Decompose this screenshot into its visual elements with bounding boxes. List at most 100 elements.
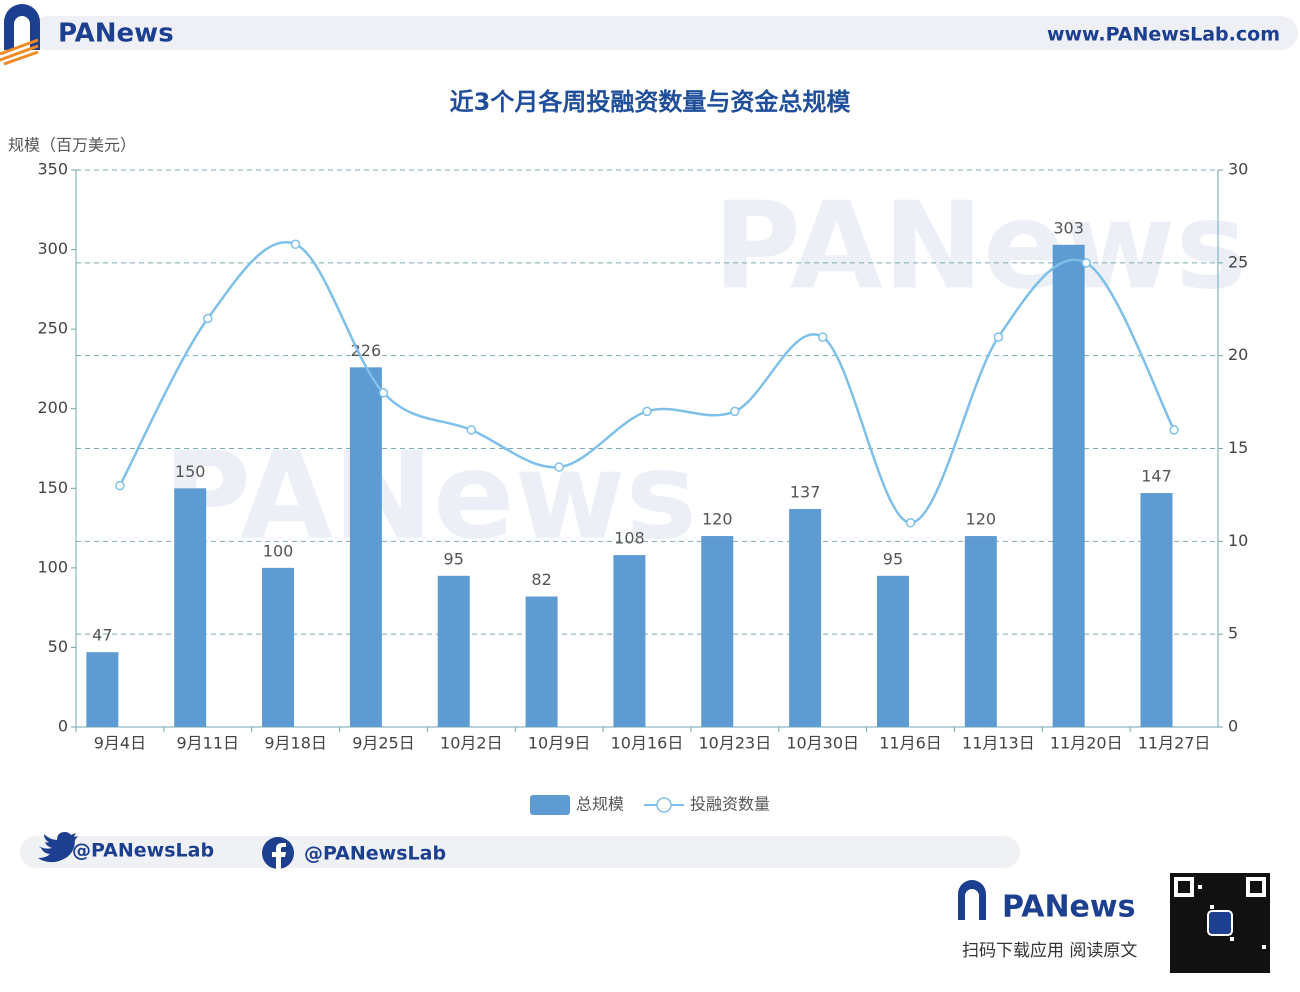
qr-cell	[1234, 877, 1238, 881]
qr-cell	[1218, 957, 1222, 961]
qr-cell	[1234, 885, 1238, 889]
qr-cell	[1202, 913, 1206, 917]
bar-label: 108	[614, 529, 645, 548]
qr-cell	[1250, 933, 1254, 937]
qr-cell	[1170, 933, 1174, 937]
qr-cell	[1266, 949, 1270, 953]
qr-cell	[1234, 905, 1238, 909]
qr-cell	[1202, 945, 1206, 949]
qr-cell	[1258, 965, 1262, 969]
qr-cell	[1202, 941, 1206, 945]
qr-cell	[1262, 873, 1266, 877]
qr-cell	[1242, 909, 1246, 913]
qr-cell	[1254, 941, 1258, 945]
qr-cell	[1206, 953, 1210, 957]
qr-cell	[1206, 893, 1210, 897]
qr-cell	[1222, 961, 1226, 965]
qr-cell	[1198, 901, 1202, 905]
qr-cell	[1214, 901, 1218, 905]
qr-cell	[1186, 905, 1190, 909]
qr-cell	[1178, 873, 1182, 877]
qr-cell	[1258, 933, 1262, 937]
y2-tick-label: 0	[1228, 717, 1238, 736]
qr-cell	[1170, 937, 1174, 941]
y2-tick-label: 5	[1228, 624, 1238, 643]
line-point	[203, 313, 213, 324]
qr-cell	[1178, 937, 1182, 941]
qr-cell	[1182, 953, 1186, 957]
qr-cell	[1246, 921, 1250, 925]
qr-cell	[1198, 933, 1202, 937]
qr-cell	[1222, 957, 1226, 961]
qr-cell	[1202, 957, 1206, 961]
plot: 0 50 100 150 200 250 300 350 0 5 10 15 20 25 30 9月4日 9月1…	[37, 160, 1248, 815]
qr-cell	[1242, 893, 1246, 897]
qr-cell	[1266, 877, 1270, 881]
qr-cell	[1198, 913, 1202, 917]
qr-cell	[1238, 925, 1242, 929]
watermark: PANews	[163, 428, 697, 567]
qr-cell	[1246, 965, 1250, 969]
qr-cell	[1174, 961, 1178, 965]
qr-cell	[1190, 921, 1194, 925]
qr-cell	[1206, 877, 1210, 881]
qr-cell	[1198, 961, 1202, 965]
qr-cell	[1198, 929, 1202, 933]
qr-cell	[1202, 969, 1206, 973]
qr-cell	[1202, 893, 1206, 897]
y-tick-label: 300	[37, 239, 68, 258]
qr-cell	[1210, 957, 1214, 961]
qr-cell	[1186, 929, 1190, 933]
qr-cell	[1194, 889, 1198, 893]
qr-cell	[1202, 873, 1206, 877]
qr-cell	[1258, 921, 1262, 925]
qr-cell	[1266, 893, 1270, 897]
qr-cell	[1186, 969, 1190, 973]
qr-cell	[1174, 921, 1178, 925]
qr-cell	[1174, 933, 1178, 937]
qr-cell	[1254, 881, 1258, 885]
qr-cell	[1230, 905, 1234, 909]
qr-cell	[1266, 937, 1270, 941]
qr-cell	[1230, 945, 1234, 949]
qr-cell	[1234, 873, 1238, 877]
qr-cell	[1266, 961, 1270, 965]
logo-stripes	[0, 38, 39, 66]
qr-cell	[1226, 901, 1230, 905]
y2-tick-label: 15	[1228, 438, 1248, 457]
qr-cell	[1174, 941, 1178, 945]
qr-cell	[1170, 909, 1174, 913]
qr-cell	[1190, 937, 1194, 941]
qr-cell	[1170, 925, 1174, 929]
line-point	[993, 332, 1004, 342]
qr-cell	[1234, 961, 1238, 965]
x-tick-label: 10月9日	[528, 734, 591, 753]
qr-cell	[1250, 941, 1254, 945]
qr-cell	[1218, 937, 1222, 941]
qr-cell	[1262, 953, 1266, 957]
qr-cell	[1190, 909, 1194, 913]
y-tick-label: 150	[37, 478, 68, 497]
qr-cell	[1202, 881, 1206, 885]
qr-cell	[1258, 889, 1262, 893]
qr-cell	[1254, 889, 1258, 893]
qr-cell	[1182, 881, 1186, 885]
qr-cell	[1170, 885, 1174, 889]
qr-cell	[1222, 881, 1226, 885]
qr-cell	[1266, 921, 1270, 925]
footer-logo-icon	[958, 880, 986, 920]
qr-cell	[1226, 953, 1230, 957]
bar-label: 226	[351, 341, 382, 360]
qr-cell	[1242, 969, 1246, 973]
qr-cell	[1174, 873, 1178, 877]
qr-cell	[1246, 913, 1250, 917]
qr-cell	[1258, 949, 1262, 953]
x-tick-label: 9月25日	[352, 734, 415, 753]
qr-cell	[1246, 933, 1250, 937]
qr-cell	[1226, 961, 1230, 965]
qr-cell	[1174, 905, 1178, 909]
qr-cell	[1258, 961, 1262, 965]
qr-cell	[1214, 893, 1218, 897]
qr-cell	[1210, 945, 1214, 949]
qr-cell	[1234, 921, 1238, 925]
